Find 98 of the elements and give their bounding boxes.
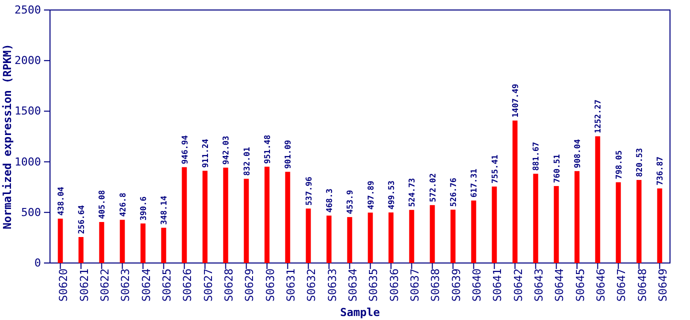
data-label: 537.96 [304, 176, 314, 206]
x-tick-label: S0639 [450, 268, 463, 302]
bar [471, 200, 476, 263]
bar [430, 205, 435, 263]
x-tick-label: S0636 [388, 268, 401, 302]
x-tick-label: S0629 [243, 268, 256, 302]
x-tick-label: S0643 [532, 268, 546, 302]
data-label: 499.53 [387, 180, 396, 210]
bar [533, 174, 538, 263]
y-tick-label: 1000 [14, 155, 41, 168]
bar [450, 210, 456, 263]
bar [140, 223, 146, 263]
x-tick-label: S0638 [429, 268, 442, 302]
bar [306, 208, 311, 263]
y-tick-label: 1500 [14, 104, 41, 118]
x-tick-label: S0635 [367, 268, 380, 302]
data-label: 942.03 [222, 136, 231, 165]
bar [492, 186, 497, 263]
x-tick-label: S0637 [408, 268, 422, 302]
x-tick-label: S0633 [326, 268, 339, 302]
bar [574, 171, 580, 263]
data-label: 524.73 [408, 178, 417, 207]
bar [512, 120, 518, 263]
data-label: 755.41 [490, 154, 500, 184]
bar [285, 172, 290, 263]
y-tick-label: 2000 [14, 54, 41, 68]
data-label: 617.31 [470, 168, 479, 198]
x-tick-label: S0646 [594, 268, 608, 302]
bar [326, 216, 332, 263]
x-tick-label: S0620 [57, 268, 70, 302]
bar [264, 166, 270, 263]
bar [161, 228, 166, 263]
bar [120, 220, 125, 263]
data-label: 526.76 [449, 178, 458, 207]
x-tick-label: S0625 [160, 268, 174, 302]
data-label: 390.6 [139, 196, 148, 220]
bar [223, 168, 228, 263]
data-label: 426.8 [118, 192, 128, 217]
x-tick-label: S0640 [470, 268, 484, 302]
x-tick-label: S0631 [284, 268, 298, 302]
bar [595, 136, 600, 263]
bar [99, 222, 104, 263]
data-label: 1407.49 [511, 84, 520, 118]
data-label: 497.89 [366, 180, 376, 210]
x-tick-label: S0644 [553, 268, 566, 302]
data-label: 901.09 [284, 140, 293, 169]
data-label: 820.53 [635, 148, 644, 177]
bar [368, 212, 373, 263]
x-tick-label: S0622 [98, 268, 112, 302]
bar [388, 212, 394, 263]
x-tick-label: S0627 [202, 268, 215, 302]
data-label: 405.08 [98, 190, 107, 220]
bar [554, 186, 559, 263]
data-label: 256.64 [77, 204, 86, 234]
x-tick-label: S0628 [222, 268, 236, 302]
data-label: 832.01 [242, 146, 252, 176]
data-label: 881.67 [532, 142, 541, 171]
data-label: 946.94 [180, 135, 190, 164]
x-tick-label: S0641 [491, 268, 504, 302]
data-label: 760.51 [552, 154, 562, 184]
bar [616, 182, 621, 263]
x-tick-label: S0623 [119, 268, 132, 302]
y-axis-title: Normalized expression (RPKM) [1, 44, 14, 230]
bar [244, 178, 249, 263]
bar [636, 180, 642, 263]
data-label: 911.24 [201, 138, 210, 168]
data-label: 951.48 [263, 134, 272, 164]
data-label: 798.05 [614, 150, 624, 180]
y-tick-label: 2500 [14, 4, 41, 17]
data-label: 468.3 [325, 188, 334, 213]
x-tick-label: S0621 [78, 268, 91, 302]
data-label: 438.04 [56, 186, 66, 216]
bar [409, 210, 414, 263]
x-tick-label: S0649 [656, 268, 670, 302]
bar [58, 218, 63, 263]
bar [78, 237, 84, 263]
x-tick-label: S0645 [574, 268, 587, 302]
x-tick-label: S0648 [636, 268, 649, 302]
x-tick-label: S0642 [512, 268, 525, 302]
data-label: 453.9 [346, 190, 355, 214]
y-tick-label: 0 [34, 256, 41, 270]
data-label: 736.87 [656, 156, 665, 186]
bar [202, 170, 208, 263]
x-axis-title: Sample [340, 306, 380, 319]
bar [182, 167, 187, 263]
x-tick-label: S0626 [181, 268, 194, 302]
x-tick-label: S0632 [305, 268, 318, 302]
bar [347, 217, 352, 263]
x-tick-label: S0634 [346, 268, 360, 302]
data-label: 572.02 [428, 173, 438, 202]
x-tick-label: S0624 [140, 268, 153, 302]
x-tick-label: S0630 [264, 268, 277, 302]
bar [657, 188, 662, 263]
data-label: 908.04 [573, 139, 582, 168]
y-tick-label: 500 [21, 206, 41, 219]
data-label: 348.14 [160, 196, 169, 225]
x-tick-label: S0647 [615, 268, 628, 302]
data-label: 1252.27 [594, 99, 603, 134]
